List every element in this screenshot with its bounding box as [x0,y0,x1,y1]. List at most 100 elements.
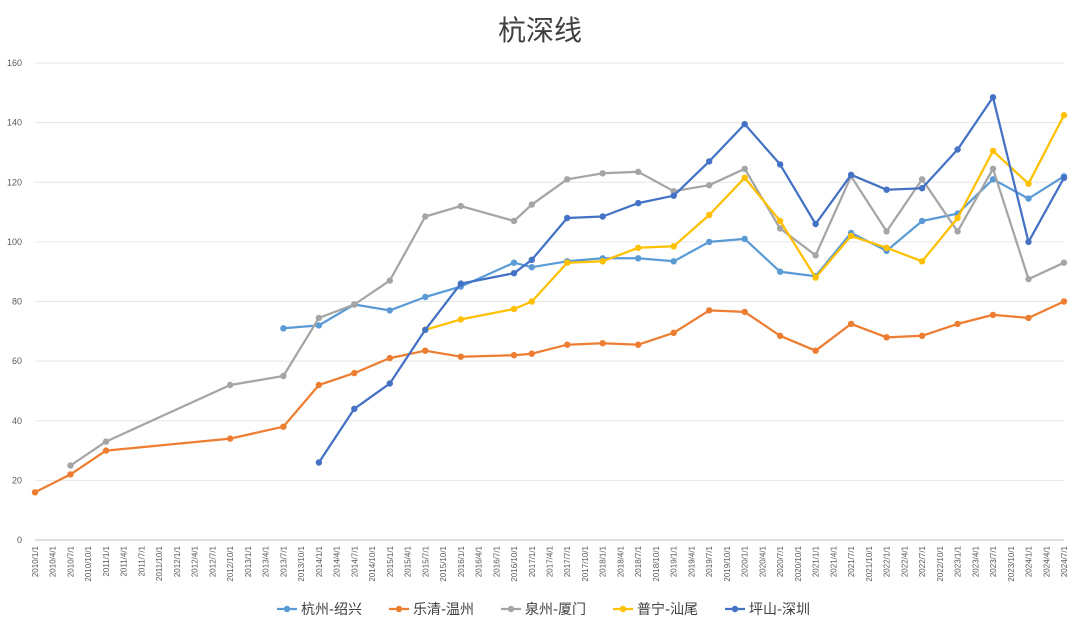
x-tick-label: 2015/7/1 [421,545,430,577]
x-tick-label: 2012/7/1 [208,545,217,577]
x-tick-label: 2020/1/1 [741,545,750,577]
data-point [1025,180,1032,187]
x-tick-label: 2016/4/1 [475,545,484,577]
data-point [67,462,74,469]
x-tick-label: 2013/4/1 [262,545,271,577]
x-tick-label: 2012/1/1 [173,545,182,577]
data-point [847,320,855,328]
y-tick-label: 160 [7,58,22,68]
data-point [1025,275,1032,283]
data-point [386,380,393,387]
x-tick-label: 2011/1/1 [102,545,111,576]
data-point [635,341,642,348]
x-tick-label: 2017/7/1 [563,545,572,577]
legend-item: 普宁-汕尾 [613,601,698,618]
x-tick-label: 2020/7/1 [776,545,785,577]
data-point [599,258,606,265]
x-tick-label: 2018/1/1 [599,545,608,577]
x-tick-label: 2022/7/1 [918,545,927,577]
y-tick-label: 60 [12,356,22,366]
data-point [386,307,393,314]
data-point [741,308,748,316]
x-tick-label: 2019/4/1 [687,545,696,577]
x-tick-label: 2012/10/1 [226,545,235,581]
data-point [386,354,393,362]
data-point [776,225,784,232]
data-point [67,471,74,478]
x-tick-label: 2013/7/1 [279,545,288,577]
series-5 [315,94,1068,466]
data-point [706,182,713,189]
x-tick-label: 2016/1/1 [457,545,466,577]
y-tick-label: 80 [12,297,22,307]
data-point [510,305,518,313]
data-point [812,252,819,259]
x-axis-ticks: 2010/1/1 2010/4/1 2010/7/1 2010/10/1 2011/1/… [31,545,1069,581]
data-point [1025,238,1032,246]
x-tick-label: 2021/7/1 [847,545,856,577]
data-point [741,165,748,172]
x-tick-label: 2010/10/1 [84,545,93,581]
legend: 杭州-绍兴 乐清-温州 泉州-厦门 普宁-汕尾 坪山-深圳 [277,601,810,618]
data-point [315,459,323,466]
x-tick-label: 2010/4/1 [49,545,58,577]
x-tick-label: 2024/4/1 [1042,545,1051,577]
data-point [599,170,606,177]
data-point [989,147,997,155]
data-point [776,217,784,225]
x-tick-label: 2015/10/1 [439,545,448,581]
x-tick-label: 2011/7/1 [137,545,146,576]
data-point [510,217,518,225]
legend-item: 泉州-厦门 [501,601,586,618]
data-point [315,322,323,329]
data-point [510,270,518,277]
data-point [954,214,961,222]
data-point [564,176,571,183]
legend-label: 乐清-温州 [413,602,474,618]
legend-label: 杭州-绍兴 [301,602,362,618]
data-point [635,199,642,207]
x-tick-label: 2017/1/1 [528,545,537,577]
data-point [351,301,358,308]
x-tick-label: 2024/1/1 [1025,545,1034,577]
data-point [706,158,713,165]
data-point [457,202,464,210]
x-tick-label: 2021/10/1 [865,545,874,581]
legend-item: 杭州-绍兴 [277,602,362,618]
x-tick-label: 2014/1/1 [315,545,324,577]
data-point [599,213,606,220]
x-tick-label: 2010/7/1 [66,545,75,577]
series-line [33,300,1066,494]
data-point [741,235,748,243]
data-point [564,341,571,348]
series-2 [31,298,1068,496]
data-point [280,372,287,380]
x-tick-label: 2018/7/1 [634,545,643,577]
data-point [422,213,429,220]
data-point [351,369,358,377]
legend-swatch-marker [395,605,403,613]
data-point [422,347,429,354]
data-point [528,298,535,305]
data-point [706,211,713,219]
x-tick-label: 2019/10/1 [723,545,732,581]
x-tick-label: 2024/7/1 [1060,545,1069,577]
x-tick-label: 2013/10/1 [297,545,306,581]
data-point [457,316,464,323]
legend-label: 普宁-汕尾 [637,601,698,618]
data-point [528,264,535,271]
data-point [989,94,997,101]
data-point [776,161,784,168]
y-tick-label: 40 [12,416,22,426]
data-point [386,277,393,284]
data-point [528,201,535,208]
data-point [351,405,358,412]
data-point [422,326,429,333]
data-point [918,332,926,339]
data-point [883,244,890,251]
data-point [670,258,677,265]
data-point [635,244,642,251]
legend-swatch-marker [507,605,515,613]
